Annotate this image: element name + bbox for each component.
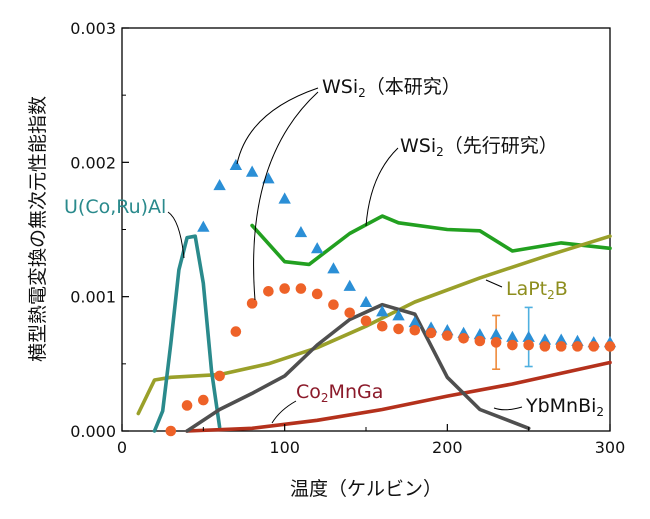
data-point-triangle bbox=[197, 220, 210, 232]
data-point-triangle bbox=[359, 295, 373, 307]
data-point-triangle bbox=[278, 192, 291, 204]
data-point-triangle bbox=[327, 262, 340, 274]
data-point-triangle bbox=[262, 172, 275, 184]
annotation-wsi2-prior-study: WSi2（先行研究） bbox=[400, 135, 558, 159]
y-tick-label: 0.002 bbox=[70, 153, 116, 172]
data-point-circle bbox=[246, 298, 258, 309]
series-line-4 bbox=[152, 234, 222, 433]
data-point-circle bbox=[279, 283, 290, 294]
x-tick-label: 100 bbox=[269, 438, 300, 457]
data-point-circle bbox=[311, 288, 323, 300]
data-point-circle bbox=[214, 370, 225, 382]
leader-ucoru bbox=[167, 211, 185, 259]
data-point-triangle bbox=[245, 165, 259, 177]
data-point-circle bbox=[539, 341, 551, 352]
leader-wsi2-prior bbox=[365, 147, 399, 227]
data-point-circle bbox=[409, 324, 421, 336]
data-point-circle bbox=[588, 341, 600, 352]
data-point-circle bbox=[360, 315, 372, 327]
data-point-triangle bbox=[522, 330, 535, 342]
x-axis-title: 温度（ケルビン） bbox=[290, 478, 442, 500]
data-point-triangle bbox=[408, 315, 421, 328]
y-tick-label: 0.000 bbox=[70, 422, 116, 441]
data-point-circle bbox=[230, 326, 242, 337]
data-point-circle bbox=[376, 320, 388, 332]
leader-wsi2-this-to-triangles bbox=[236, 87, 319, 165]
data-point-triangle bbox=[311, 242, 324, 254]
data-point-circle bbox=[344, 307, 356, 319]
data-point-triangle bbox=[555, 333, 568, 345]
data-point-circle bbox=[295, 283, 307, 294]
data-point-circle bbox=[263, 285, 274, 297]
annotation-ybmnbi2: YbMnBi2 bbox=[525, 395, 604, 419]
tick-layer: 0 100 200 300 0.000 0.001 0.002 0.003 bbox=[70, 19, 625, 457]
data-point-circle bbox=[425, 327, 437, 339]
data-point-circle bbox=[474, 335, 486, 347]
y-tick-label: 0.001 bbox=[70, 288, 116, 307]
series-line-6 bbox=[185, 302, 531, 433]
annotation-lapt2b: LaPt2B bbox=[506, 278, 568, 302]
data-point-triangle bbox=[473, 328, 487, 340]
x-tick-label: 0 bbox=[117, 438, 127, 457]
data-point-triangle bbox=[506, 330, 519, 342]
data-point-circle bbox=[490, 337, 502, 348]
series-line-2 bbox=[250, 214, 612, 267]
leader-co2mnga bbox=[271, 400, 297, 424]
data-point-triangle bbox=[538, 333, 552, 345]
data-point-circle bbox=[442, 330, 453, 341]
data-point-circle bbox=[198, 394, 209, 406]
data-point-triangle bbox=[229, 158, 243, 170]
data-point-triangle bbox=[343, 279, 356, 291]
data-point-circle bbox=[572, 341, 583, 352]
data-point-circle bbox=[523, 339, 534, 351]
data-point-circle bbox=[458, 333, 469, 344]
data-point-triangle bbox=[392, 309, 405, 321]
data-point-circle bbox=[604, 341, 616, 352]
leader-ybmnbi2 bbox=[493, 406, 523, 411]
data-point-triangle bbox=[294, 225, 308, 238]
data-point-circle bbox=[507, 339, 518, 351]
series-layer bbox=[136, 158, 617, 437]
x-tick-label: 300 bbox=[595, 438, 626, 457]
annotation-co2mnga: Co2MnGa bbox=[296, 381, 383, 405]
data-point-triangle bbox=[213, 178, 226, 191]
data-point-circle bbox=[555, 341, 567, 352]
data-point-circle bbox=[181, 400, 193, 411]
data-point-triangle bbox=[489, 328, 503, 340]
x-tick-label: 200 bbox=[432, 438, 463, 457]
y-tick-label: 0.003 bbox=[70, 19, 116, 38]
data-point-triangle bbox=[376, 305, 389, 317]
y-axis-title: 横型熱電変換の無次元性能指数 bbox=[27, 96, 49, 362]
leader-wsi2-this-to-circles bbox=[253, 91, 319, 301]
data-point-circle bbox=[165, 425, 177, 437]
annotation-ucoru-al: U(Co,Ru)Al bbox=[64, 196, 166, 218]
data-point-circle bbox=[393, 323, 404, 335]
data-point-circle bbox=[328, 299, 339, 311]
annotation-wsi2-this-study: WSi2（本研究） bbox=[322, 76, 461, 100]
leader-lapt2b bbox=[485, 279, 503, 288]
series-line-5 bbox=[185, 360, 612, 433]
